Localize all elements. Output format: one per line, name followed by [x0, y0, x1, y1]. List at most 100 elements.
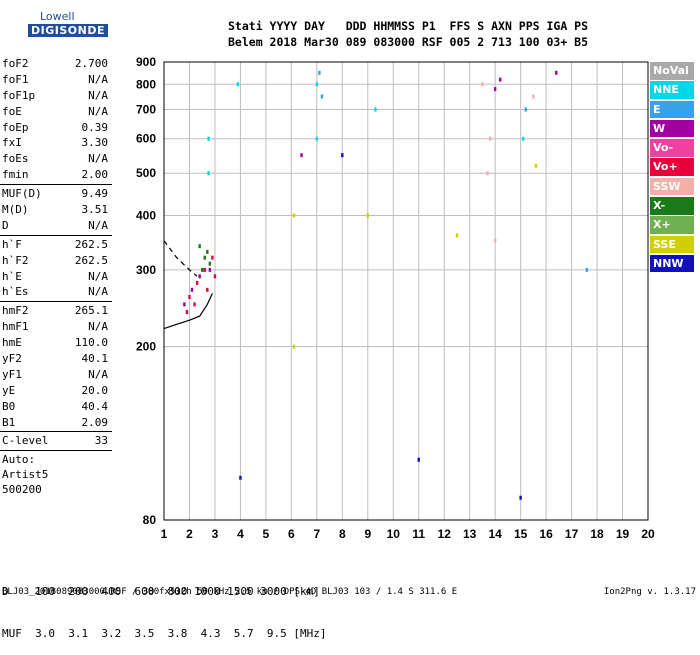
param-row: hmF1 N/A: [0, 319, 112, 335]
data-point-w: [208, 267, 212, 272]
logo-line2: DIGISONDE: [28, 24, 108, 37]
params-group-3: h`F 262.5 h`F2 262.5 h`E N/A h`Es N/A: [0, 237, 112, 301]
data-point-sse: [292, 213, 296, 218]
param-value: 262.5: [74, 237, 108, 251]
legend-item-vo-: Vo+: [650, 158, 694, 176]
data-point-ssw: [486, 171, 489, 176]
data-point-vo-: [211, 255, 214, 260]
legend-item-ssw: SSW: [650, 177, 694, 196]
param-name: hmE: [2, 336, 22, 350]
param-value: N/A: [88, 104, 108, 118]
y-tick-label: 80: [143, 513, 157, 527]
x-tick-label: 16: [539, 527, 553, 541]
param-name: foF1: [2, 72, 29, 86]
param-value: 110.0: [74, 336, 108, 350]
param-value: N/A: [88, 367, 108, 381]
muf-row: MUF 3.0 3.1 3.2 3.5 3.8 4.3 5.7 9.5 [MHz…: [2, 627, 327, 640]
divider: [0, 431, 112, 433]
data-point-vo-: [206, 287, 209, 292]
x-tick-label: 15: [514, 527, 528, 541]
param-row: yF2 40.1: [0, 351, 112, 367]
x-tick-label: 20: [641, 527, 655, 541]
param-name: h`F2: [2, 253, 29, 267]
y-tick-label: 200: [136, 340, 156, 354]
header-line1: Stati YYYY DAY DDD HHMMSS P1 FFS S AXN P…: [228, 19, 589, 33]
data-point-vo-: [188, 294, 191, 299]
x-tick-label: 1: [161, 527, 168, 541]
x-tick-label: 5: [263, 527, 270, 541]
param-row: foEs N/A: [0, 151, 112, 167]
param-value: N/A: [88, 285, 108, 299]
auto-label: Auto:: [2, 453, 36, 467]
param-name: B1: [2, 415, 16, 429]
data-point-ssw: [488, 136, 492, 141]
param-row: yE 20.0: [0, 383, 112, 399]
legend-item-sse: SSE: [650, 235, 694, 254]
params-group-4: hmF2 265.1 hmF1 N/A hmE 110.0 yF2 40.1 yF1 N/A yE 2…: [0, 303, 112, 430]
legend-item-noval: NoVal: [650, 62, 694, 80]
data-point-w: [493, 87, 497, 92]
distance-muf-table: D 100 200 400 600 800 1000 1500 3000 [km…: [2, 557, 327, 655]
data-point-nne: [207, 171, 210, 176]
data-point-e: [320, 94, 324, 99]
param-name: hmF1: [2, 320, 29, 334]
param-row: h`Es N/A: [0, 284, 112, 300]
param-row: foF2 2.700: [0, 56, 112, 72]
param-row: hmF2 265.1: [0, 303, 112, 319]
x-tick-label: 13: [463, 527, 477, 541]
data-point-nnw: [341, 153, 344, 158]
distance-row: D 100 200 400 600 800 1000 1500 3000 [km…: [2, 585, 320, 598]
param-name: M(D): [2, 203, 29, 217]
x-tick-label: 8: [339, 527, 346, 541]
data-point-nnw: [239, 475, 242, 480]
data-point-vo-: [203, 267, 206, 272]
y-tick-label: 400: [136, 208, 156, 222]
divider: [0, 184, 112, 186]
param-name: B0: [2, 399, 16, 413]
x-tick-label: 3: [212, 527, 219, 541]
data-point-sse: [366, 213, 369, 218]
param-row: B0 40.4: [0, 399, 112, 415]
param-row: C-level 33: [0, 433, 112, 449]
param-row: MUF(D) 9.49: [0, 186, 112, 202]
data-point-ssw: [532, 94, 535, 99]
polarization-legend: NoVal NNE E W Vo- Vo+ SSW X- X+ SSE NNW: [650, 62, 694, 274]
data-point-e: [318, 70, 321, 75]
data-point-nne: [315, 136, 319, 141]
param-row: D N/A: [0, 218, 112, 234]
param-name: yF2: [2, 352, 22, 366]
param-row: fmin 2.00: [0, 167, 112, 183]
data-point-nne: [374, 107, 377, 112]
data-point-ssw: [481, 82, 484, 87]
profile-curve-solid: [163, 293, 213, 330]
axes: 1 2 3 4 5 6 7 8 9 10 11 12 13 14 15 16 17 18 19 20802003004…: [136, 55, 655, 541]
param-row: foEp 0.39: [0, 120, 112, 136]
legend-item-w: W: [650, 119, 694, 138]
param-row: foE N/A: [0, 104, 112, 120]
y-tick-label: 900: [136, 55, 156, 69]
x-tick-label: 14: [488, 527, 502, 541]
param-row: h`E N/A: [0, 269, 112, 285]
y-tick-label: 600: [136, 132, 156, 146]
x-tick-label: 11: [412, 527, 425, 541]
logo-line1: Lowell: [40, 10, 75, 23]
auto-software: Artist5: [2, 468, 49, 482]
data-point-x-: [208, 261, 212, 266]
data-point-e: [524, 107, 527, 112]
x-tick-label: 6: [288, 527, 295, 541]
data-point-w: [300, 153, 303, 158]
x-tick-label: 2: [186, 527, 193, 541]
param-name: hmF2: [2, 304, 29, 318]
data-point-nne: [315, 82, 319, 87]
ionogram-chart: 1 2 3 4 5 6 7 8 9 10 11 12 13 14 15 16 17 18 19 20802003004…: [136, 55, 655, 541]
param-row: fxI 3.30: [0, 135, 112, 151]
data-point-vo-: [195, 280, 199, 285]
param-name: h`F: [2, 237, 22, 251]
param-name: MUF(D): [2, 187, 42, 201]
data-point-x-: [203, 255, 206, 260]
param-name: foE: [2, 104, 22, 118]
y-tick-label: 800: [136, 77, 156, 91]
data-point-sse: [534, 163, 538, 168]
param-name: foEs: [2, 152, 29, 166]
param-value: N/A: [88, 269, 108, 283]
